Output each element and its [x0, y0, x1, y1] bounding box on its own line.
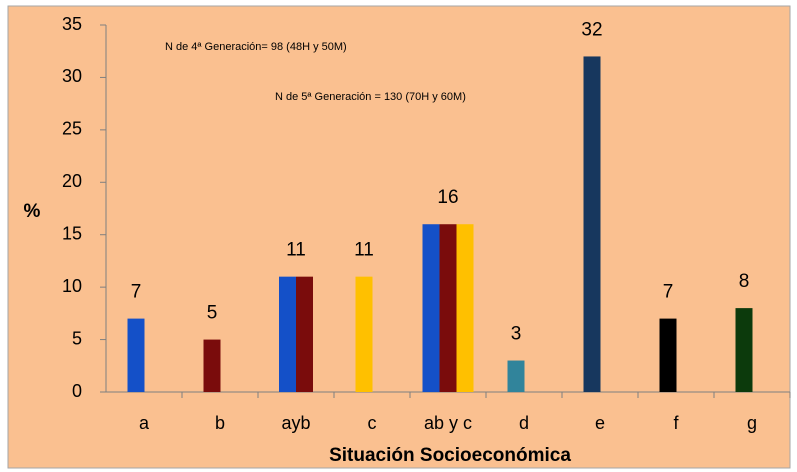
y-tick-label: 5 — [72, 328, 82, 348]
bar — [583, 56, 601, 392]
x-tick-label: f — [673, 413, 679, 433]
x-axis-title: Situación Socioeconómica — [329, 445, 571, 466]
bar — [735, 308, 753, 392]
y-tick-label: 35 — [62, 14, 82, 34]
y-tick-label: 30 — [62, 66, 82, 86]
x-tick-label: a — [139, 413, 150, 433]
y-tick-label: 20 — [62, 171, 82, 191]
x-tick-label: d — [519, 413, 529, 433]
data-label: 8 — [739, 271, 750, 292]
y-axis-title: % — [24, 201, 41, 222]
bar — [456, 224, 474, 392]
data-label: 11 — [286, 240, 306, 261]
data-label: 7 — [131, 282, 142, 303]
y-tick-label: 0 — [72, 381, 82, 401]
data-label: 11 — [354, 240, 374, 261]
chart-background — [7, 5, 791, 469]
x-tick-label: e — [595, 413, 605, 433]
data-label: 32 — [581, 19, 602, 40]
bar — [279, 276, 296, 392]
bar — [127, 318, 145, 392]
annotation: N de 4ª Generación= 98 (48H y 50M) — [165, 41, 347, 53]
data-label: 3 — [511, 324, 522, 345]
x-tick-label: g — [747, 413, 757, 433]
bar — [659, 318, 677, 392]
bar — [439, 224, 457, 392]
data-label: 7 — [663, 282, 674, 303]
bar — [355, 276, 373, 392]
y-tick-label: 15 — [62, 223, 82, 243]
y-tick-label: 10 — [62, 276, 82, 296]
x-tick-label: ayb — [281, 413, 310, 433]
x-tick-label: ab y c — [424, 413, 472, 433]
bar — [296, 276, 313, 392]
data-label: 16 — [437, 187, 458, 208]
data-label: 5 — [207, 303, 218, 324]
bar — [507, 360, 525, 392]
x-tick-label: b — [215, 413, 225, 433]
y-tick-label: 25 — [62, 119, 82, 139]
x-tick-label: c — [368, 413, 377, 433]
bar — [422, 224, 440, 392]
annotation: N de 5ª Generación = 130 (70H y 60M) — [275, 91, 466, 103]
bar — [203, 339, 221, 392]
